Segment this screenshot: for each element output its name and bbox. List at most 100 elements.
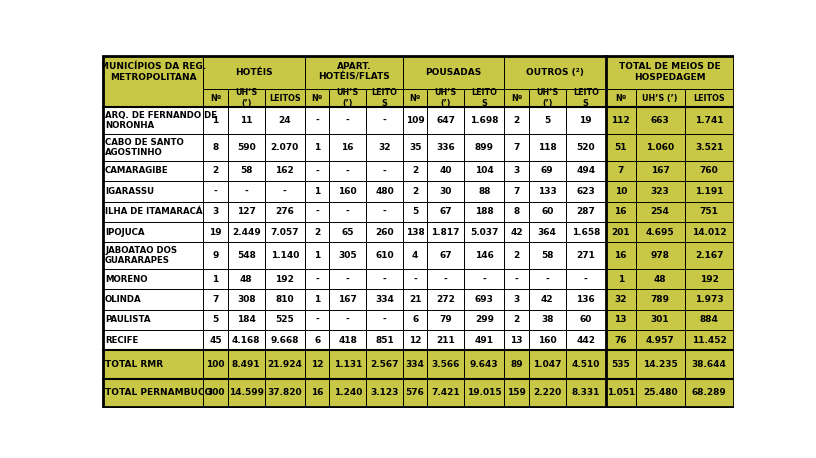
Text: 38.644: 38.644 — [692, 360, 726, 369]
Text: -: - — [383, 316, 387, 324]
Bar — [366, 269, 403, 289]
Text: 2: 2 — [412, 166, 419, 175]
Bar — [565, 108, 606, 134]
Bar — [305, 134, 330, 161]
Bar — [330, 108, 366, 134]
Text: 159: 159 — [508, 388, 526, 397]
Text: Nº: Nº — [511, 93, 522, 103]
Text: MUNICÍPIOS DA REG.
METROPOLITANA: MUNICÍPIOS DA REG. METROPOLITANA — [100, 62, 206, 82]
Bar — [228, 134, 264, 161]
Bar — [529, 242, 565, 269]
Text: -: - — [584, 275, 588, 284]
Bar — [529, 289, 565, 310]
Text: 146: 146 — [475, 251, 494, 260]
Bar — [264, 379, 305, 407]
Bar — [636, 242, 685, 269]
Bar — [305, 181, 330, 202]
Text: LEITOS: LEITOS — [269, 93, 300, 103]
Text: 480: 480 — [375, 187, 394, 196]
Bar — [403, 222, 428, 242]
Text: 2: 2 — [314, 228, 320, 237]
Bar — [203, 202, 228, 222]
Text: OUTROS (²): OUTROS (²) — [526, 68, 584, 76]
Text: 127: 127 — [237, 207, 255, 216]
Bar — [606, 161, 636, 181]
Text: 693: 693 — [475, 295, 494, 304]
Bar — [305, 330, 330, 350]
Text: 192: 192 — [699, 275, 719, 284]
Bar — [330, 134, 366, 161]
Text: UHʼS
(’): UHʼS (’) — [337, 88, 359, 108]
Text: HOTÉIS: HOTÉIS — [235, 68, 273, 76]
Text: Nº: Nº — [210, 93, 221, 103]
Text: -: - — [383, 166, 387, 175]
Bar — [529, 310, 565, 330]
Bar — [228, 222, 264, 242]
Bar — [565, 289, 606, 310]
Text: 4.168: 4.168 — [232, 336, 260, 345]
Bar — [606, 379, 636, 407]
Bar — [606, 108, 636, 134]
Bar — [565, 350, 606, 379]
Bar — [203, 242, 228, 269]
Bar — [103, 56, 203, 108]
Text: 8.491: 8.491 — [232, 360, 260, 369]
Text: -: - — [383, 275, 387, 284]
Bar — [685, 269, 734, 289]
Bar — [305, 222, 330, 242]
Bar — [504, 222, 529, 242]
Bar — [403, 56, 504, 89]
Text: 789: 789 — [650, 295, 670, 304]
Bar — [529, 134, 565, 161]
Bar — [403, 242, 428, 269]
Bar — [529, 108, 565, 134]
Bar — [264, 108, 305, 134]
Bar — [264, 350, 305, 379]
Text: 1: 1 — [314, 143, 320, 152]
Bar — [103, 379, 203, 407]
Text: 112: 112 — [611, 116, 630, 125]
Bar — [428, 379, 464, 407]
Text: 272: 272 — [437, 295, 455, 304]
Text: 60: 60 — [579, 316, 592, 324]
Text: 7.057: 7.057 — [271, 228, 299, 237]
Text: 184: 184 — [237, 316, 255, 324]
Bar — [606, 269, 636, 289]
Text: 2: 2 — [513, 316, 520, 324]
Bar — [228, 269, 264, 289]
Text: OLINDA: OLINDA — [105, 295, 142, 304]
Text: 299: 299 — [475, 316, 494, 324]
Bar — [428, 350, 464, 379]
Bar — [636, 134, 685, 161]
Text: 167: 167 — [339, 295, 357, 304]
Bar — [305, 161, 330, 181]
Bar — [228, 289, 264, 310]
Text: 4: 4 — [412, 251, 419, 260]
Text: 3.566: 3.566 — [432, 360, 460, 369]
Bar — [606, 56, 734, 89]
Bar — [366, 161, 403, 181]
Text: 323: 323 — [650, 187, 669, 196]
Text: 211: 211 — [437, 336, 455, 345]
Text: 899: 899 — [475, 143, 494, 152]
Bar — [305, 202, 330, 222]
Text: 38: 38 — [541, 316, 553, 324]
Text: 4.510: 4.510 — [571, 360, 600, 369]
Bar — [504, 108, 529, 134]
Bar — [529, 269, 565, 289]
Bar — [685, 330, 734, 350]
Text: 254: 254 — [650, 207, 670, 216]
Bar — [103, 350, 203, 379]
Text: 11.452: 11.452 — [692, 336, 726, 345]
Bar — [529, 222, 565, 242]
Bar — [464, 330, 504, 350]
Bar — [203, 330, 228, 350]
Bar — [504, 330, 529, 350]
Text: LEITO
S: LEITO S — [573, 88, 599, 108]
Text: 623: 623 — [576, 187, 595, 196]
Text: 7: 7 — [513, 143, 520, 152]
Bar — [685, 242, 734, 269]
Text: 301: 301 — [651, 316, 669, 324]
Text: -: - — [515, 275, 518, 284]
Bar — [636, 222, 685, 242]
